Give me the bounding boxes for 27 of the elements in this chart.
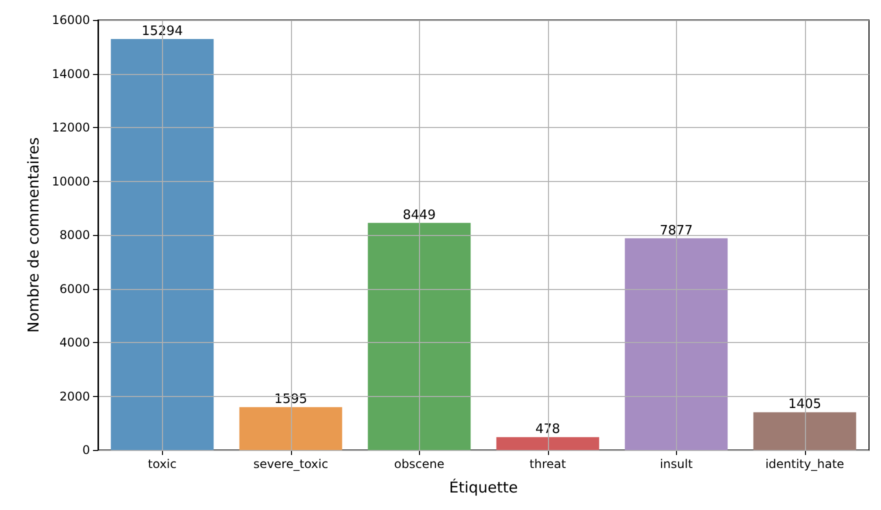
bar xyxy=(110,38,214,450)
x-tick-label: threat xyxy=(530,457,566,471)
bar xyxy=(496,437,600,450)
x-tick-label: severe_toxic xyxy=(253,457,328,471)
x-tick-label: insult xyxy=(660,457,693,471)
y-tick-label: 16000 xyxy=(52,13,90,27)
y-axis-title: Nombre de commentaires xyxy=(24,137,42,333)
y-tick-label: 2000 xyxy=(59,389,90,404)
x-tick-label: identity_hate xyxy=(765,457,844,471)
x-tick-label: toxic xyxy=(148,457,177,471)
y-tick-label: 10000 xyxy=(52,174,90,188)
y-tick-label: 6000 xyxy=(59,282,90,296)
data-label: 8449 xyxy=(402,208,436,223)
bar xyxy=(753,412,856,450)
y-tick-label: 8000 xyxy=(59,228,90,242)
y-tick-label: 14000 xyxy=(52,66,90,81)
y-tick-label: 12000 xyxy=(52,120,90,134)
bar xyxy=(368,222,471,450)
bar xyxy=(624,238,728,450)
y-tick-label: 0 xyxy=(82,443,90,457)
data-label: 7877 xyxy=(660,223,693,238)
data-label: 1405 xyxy=(788,397,822,412)
y-tick-label: 4000 xyxy=(59,336,90,350)
bar xyxy=(239,407,342,450)
x-tick-label: obscene xyxy=(394,457,444,471)
data-label: 15294 xyxy=(142,24,183,39)
x-axis-title: Étiquette xyxy=(449,478,518,496)
